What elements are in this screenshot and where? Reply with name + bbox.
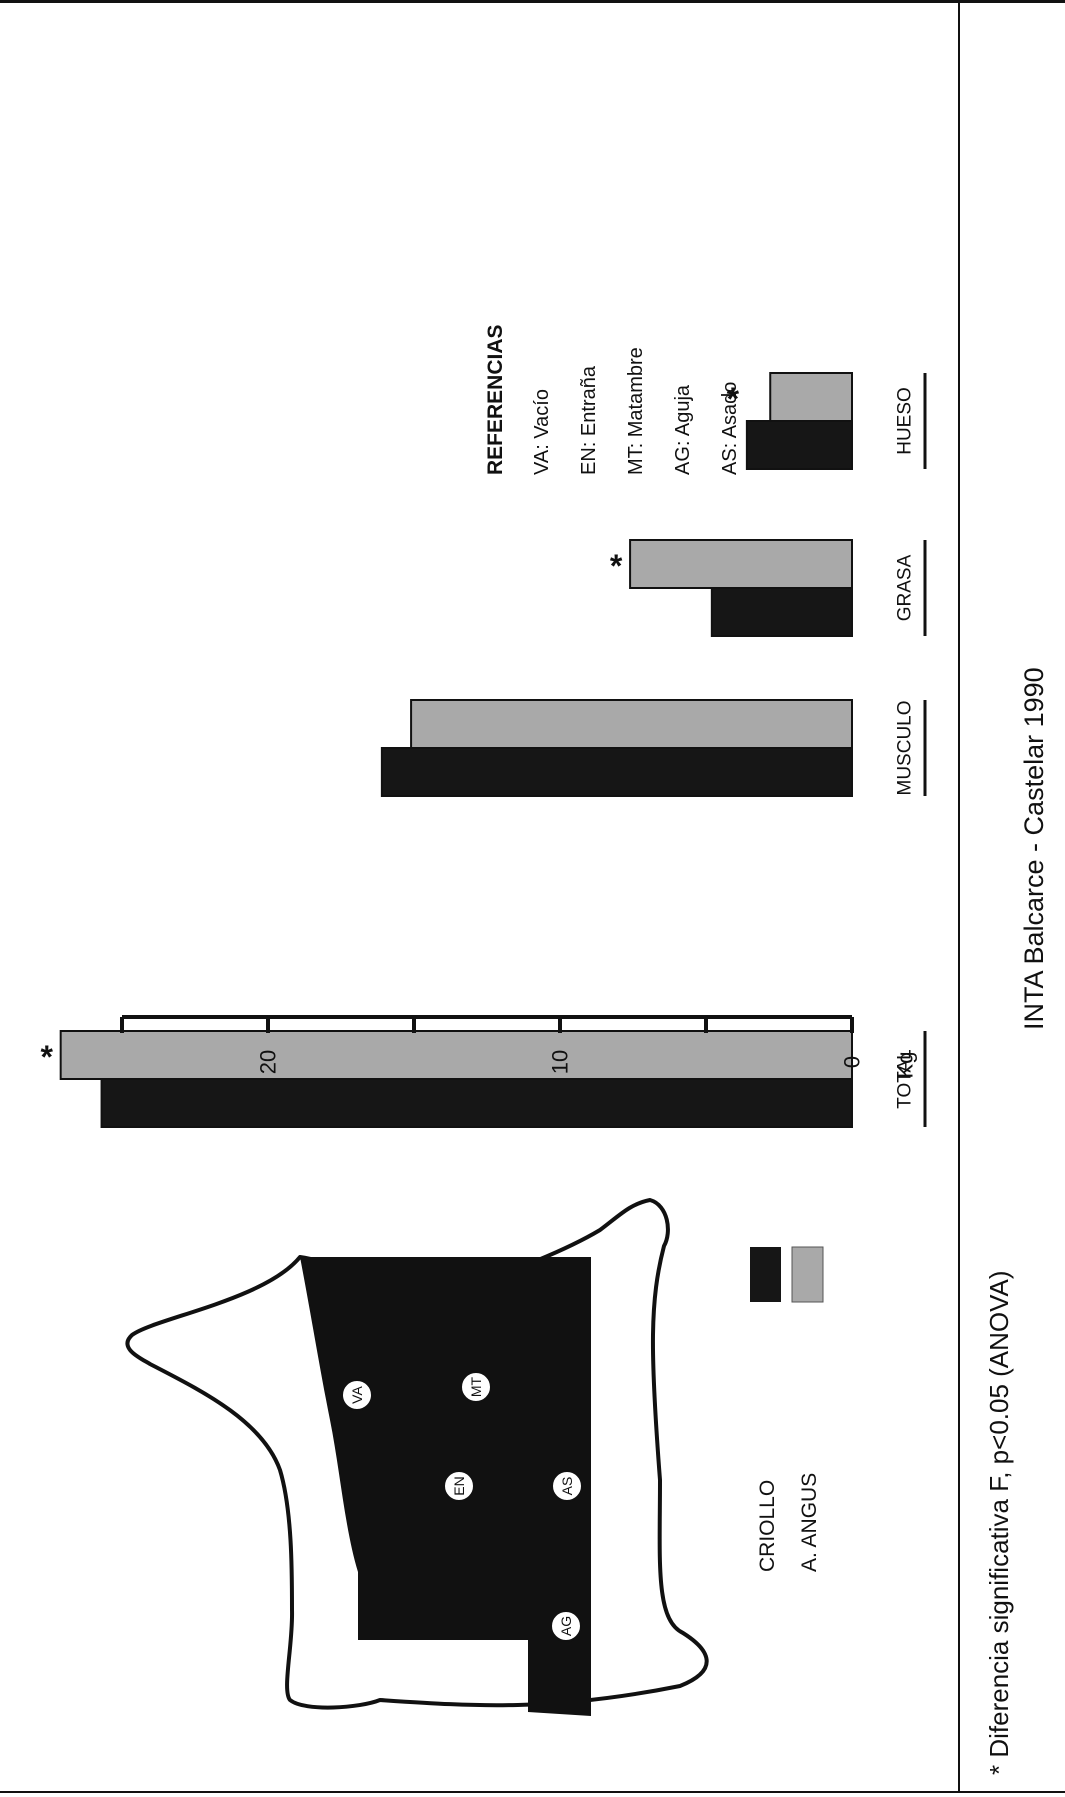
value-axis: 0 10 20 Kg [120, 1015, 918, 1079]
frame-bottom-border [0, 1791, 1065, 1793]
cut-label-mt: MT [460, 1371, 492, 1403]
cut-label-ag: AG [550, 1610, 582, 1642]
bar-a-angus-musculo [410, 699, 853, 749]
svg-text:AG: AG [558, 1616, 574, 1636]
reference-item: VA: Vacío [531, 389, 553, 475]
svg-text:MT: MT [468, 1376, 484, 1397]
bar-criollo-total [100, 1078, 853, 1128]
carcass-diagram: VA EN MT AG AS [125, 1198, 709, 1716]
legend: CRIOLLO A. ANGUS [750, 1246, 824, 1572]
bars-group [59, 372, 854, 1128]
cut-label-as: AS [551, 1470, 583, 1502]
credit: INTA Balcarce - Castelar 1990 [1019, 667, 1049, 1030]
bar-criollo-hueso [745, 420, 854, 470]
bar-a-angus-hueso [769, 372, 853, 422]
frame-top-border [0, 0, 1065, 3]
svg-text:AS: AS [559, 1477, 575, 1496]
significance-star: * [610, 548, 623, 584]
svg-text:VA: VA [349, 1386, 365, 1404]
bar-a-angus-total [59, 1030, 854, 1080]
category-label: MUSCULO [895, 700, 916, 795]
legend-swatch-criollo [750, 1247, 781, 1302]
references-block: REFERENCIAS VA: Vacío EN: Entraña MT: Ma… [484, 324, 741, 475]
reference-item: AG: Aguja [672, 384, 694, 475]
category-label: GRASA [895, 554, 916, 621]
bar-criollo-grasa [710, 587, 854, 637]
category-label: HUESO [895, 387, 916, 455]
cut-label-en: EN [443, 1470, 475, 1502]
category-label: TOTAL [895, 1049, 916, 1108]
axis-tick-label: 0 [840, 1056, 865, 1068]
cut-label-va: VA [341, 1379, 373, 1411]
reference-item: MT: Matambre [625, 347, 647, 475]
category-labels: TOTAL MUSCULO GRASA HUESO [895, 373, 927, 1127]
reference-item: AS: Asado [719, 382, 741, 475]
svg-text:EN: EN [451, 1476, 467, 1495]
references-title: REFERENCIAS [484, 324, 507, 475]
significance-star: * [727, 381, 740, 417]
significance-marks: * * * [40, 381, 739, 1075]
frame-divider [958, 0, 960, 1792]
reference-item: EN: Entraña [578, 365, 600, 475]
bar-chart: * * * TOTAL MUSCULO GRASA HUESO 0 10 20 Kg [40, 372, 927, 1128]
legend-label-criollo: CRIOLLO [756, 1480, 779, 1572]
legend-label-angus: A. ANGUS [798, 1473, 821, 1572]
footnote: * Diferencia significativa F, p<0.05 (AN… [984, 1270, 1014, 1775]
bar-a-angus-grasa [629, 539, 854, 589]
axis-tick-label: 10 [548, 1050, 573, 1074]
axis-tick-label: 20 [256, 1050, 281, 1074]
significance-star: * [40, 1039, 53, 1075]
legend-swatch-angus [791, 1246, 824, 1303]
axis-label: Kg [893, 1052, 918, 1079]
bar-criollo-musculo [380, 747, 853, 797]
